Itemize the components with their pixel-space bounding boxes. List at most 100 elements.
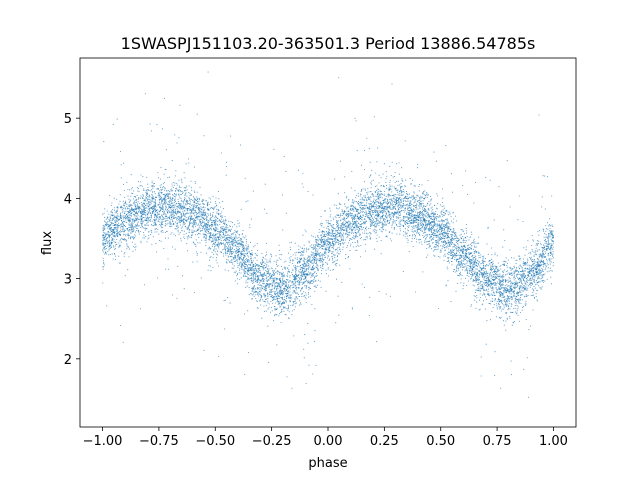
- data-point: [151, 232, 153, 234]
- data-point: [252, 260, 254, 262]
- data-point: [258, 268, 260, 270]
- data-point: [451, 264, 453, 266]
- data-point: [263, 208, 265, 210]
- data-point: [164, 189, 166, 191]
- data-point: [387, 207, 389, 209]
- data-point: [221, 220, 223, 222]
- data-point: [545, 236, 547, 239]
- data-point: [518, 195, 520, 197]
- data-point: [105, 238, 108, 240]
- data-point: [423, 235, 425, 237]
- data-point: [521, 294, 523, 296]
- data-point: [498, 283, 501, 285]
- data-point: [163, 247, 165, 250]
- data-point: [237, 240, 239, 242]
- data-point: [404, 220, 406, 222]
- data-point: [262, 299, 264, 301]
- data-point: [363, 181, 365, 183]
- data-point: [491, 310, 493, 312]
- data-point: [237, 246, 240, 248]
- data-point: [547, 267, 549, 269]
- data-point: [425, 205, 427, 208]
- data-point: [339, 229, 342, 231]
- data-point: [423, 213, 425, 215]
- data-point: [106, 223, 109, 225]
- data-point: [426, 235, 428, 237]
- data-point: [511, 285, 513, 287]
- data-point: [443, 255, 445, 257]
- data-point: [214, 228, 216, 230]
- data-point: [426, 222, 428, 224]
- data-point: [323, 248, 325, 250]
- data-point: [313, 340, 315, 342]
- data-point: [110, 244, 112, 246]
- data-point: [117, 215, 119, 217]
- data-point: [420, 238, 422, 240]
- data-point: [346, 196, 348, 198]
- data-point: [163, 218, 166, 220]
- data-point: [300, 274, 302, 277]
- data-point: [437, 220, 439, 222]
- data-point: [153, 218, 155, 221]
- data-point: [116, 215, 118, 217]
- data-point: [352, 236, 354, 239]
- data-point: [493, 283, 495, 285]
- data-point: [243, 263, 245, 265]
- data-point: [274, 278, 276, 280]
- data-point: [490, 293, 492, 295]
- data-point: [394, 226, 396, 228]
- data-point: [336, 220, 338, 222]
- data-point: [312, 257, 314, 259]
- data-point: [332, 239, 334, 241]
- data-point: [214, 239, 216, 241]
- data-point: [228, 225, 231, 227]
- data-point: [479, 265, 481, 267]
- data-point: [482, 270, 484, 272]
- data-point: [374, 217, 377, 220]
- data-point: [288, 281, 290, 284]
- data-point: [419, 207, 421, 209]
- data-point: [365, 232, 367, 234]
- data-point: [300, 266, 302, 269]
- data-point: [515, 269, 517, 271]
- data-point: [360, 207, 362, 209]
- data-point: [299, 257, 301, 259]
- data-point: [405, 232, 407, 234]
- data-point: [474, 241, 476, 243]
- data-point: [476, 289, 478, 291]
- data-point: [217, 265, 220, 267]
- data-point: [351, 231, 353, 233]
- data-point: [357, 231, 359, 233]
- data-point: [519, 264, 521, 266]
- data-point: [355, 215, 357, 217]
- data-point: [360, 189, 363, 191]
- data-point: [154, 199, 157, 201]
- data-point: [289, 297, 291, 299]
- data-point: [517, 270, 519, 273]
- data-point: [135, 235, 137, 237]
- data-point: [552, 248, 554, 250]
- data-point: [206, 218, 208, 220]
- data-point: [441, 219, 443, 221]
- data-point: [544, 240, 547, 242]
- data-point: [370, 187, 372, 189]
- data-point: [424, 209, 427, 211]
- data-point: [127, 210, 129, 213]
- data-point: [522, 258, 524, 260]
- data-point: [218, 246, 220, 248]
- data-point: [343, 226, 345, 228]
- data-point: [393, 198, 396, 200]
- data-point: [258, 295, 260, 297]
- data-point: [480, 356, 482, 358]
- data-point: [181, 190, 183, 192]
- data-point: [546, 278, 548, 280]
- data-point: [520, 285, 522, 287]
- data-point: [127, 232, 129, 234]
- data-point: [304, 292, 306, 294]
- data-point: [472, 260, 474, 263]
- data-point: [528, 276, 530, 278]
- data-point: [224, 328, 226, 330]
- data-point: [260, 284, 262, 286]
- data-point: [463, 263, 466, 265]
- data-point: [460, 263, 462, 265]
